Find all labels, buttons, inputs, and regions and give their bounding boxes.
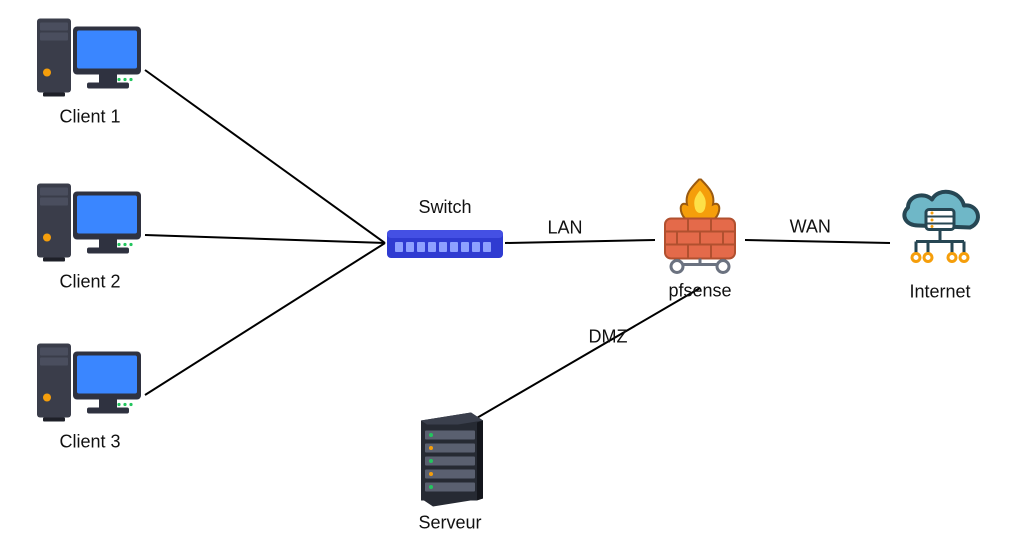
cloud-icon bbox=[890, 184, 990, 276]
node-serveur: Serveur bbox=[411, 407, 489, 534]
edge-pfsense-internet bbox=[745, 240, 890, 243]
diagram-canvas: Client 1 Client 2 Client 3 bbox=[0, 0, 1024, 556]
node-client3: Client 3 bbox=[35, 338, 145, 453]
edge-client3-switch bbox=[145, 243, 385, 395]
pc-icon bbox=[35, 338, 145, 426]
node-client1: Client 1 bbox=[35, 13, 145, 128]
node-client2: Client 2 bbox=[35, 178, 145, 293]
node-label-serveur: Serveur bbox=[418, 513, 481, 534]
node-label-client1: Client 1 bbox=[59, 107, 120, 128]
node-label-client2: Client 2 bbox=[59, 272, 120, 293]
edge-label-switch-pfsense: LAN bbox=[547, 217, 582, 238]
pc-icon bbox=[35, 13, 145, 101]
node-internet: Internet bbox=[890, 184, 990, 303]
node-label-switch: Switch bbox=[418, 197, 471, 218]
edge-label-pfsense-internet: WAN bbox=[790, 217, 831, 238]
edge-client2-switch bbox=[145, 235, 385, 243]
edge-client1-switch bbox=[145, 70, 385, 243]
server-icon bbox=[411, 407, 489, 507]
edge-pfsense-serveur bbox=[473, 288, 700, 420]
node-label-pfsense: pfsense bbox=[668, 281, 731, 302]
node-pfsense: pfsense bbox=[655, 179, 745, 302]
firewall-icon bbox=[655, 179, 745, 275]
edge-switch-pfsense bbox=[505, 240, 655, 243]
node-label-internet: Internet bbox=[909, 282, 970, 303]
edge-label-pfsense-serveur: DMZ bbox=[589, 327, 628, 348]
node-switch bbox=[385, 222, 505, 264]
links-layer bbox=[0, 0, 1024, 556]
node-label-client3: Client 3 bbox=[59, 432, 120, 453]
switch-icon bbox=[385, 222, 505, 264]
pc-icon bbox=[35, 178, 145, 266]
